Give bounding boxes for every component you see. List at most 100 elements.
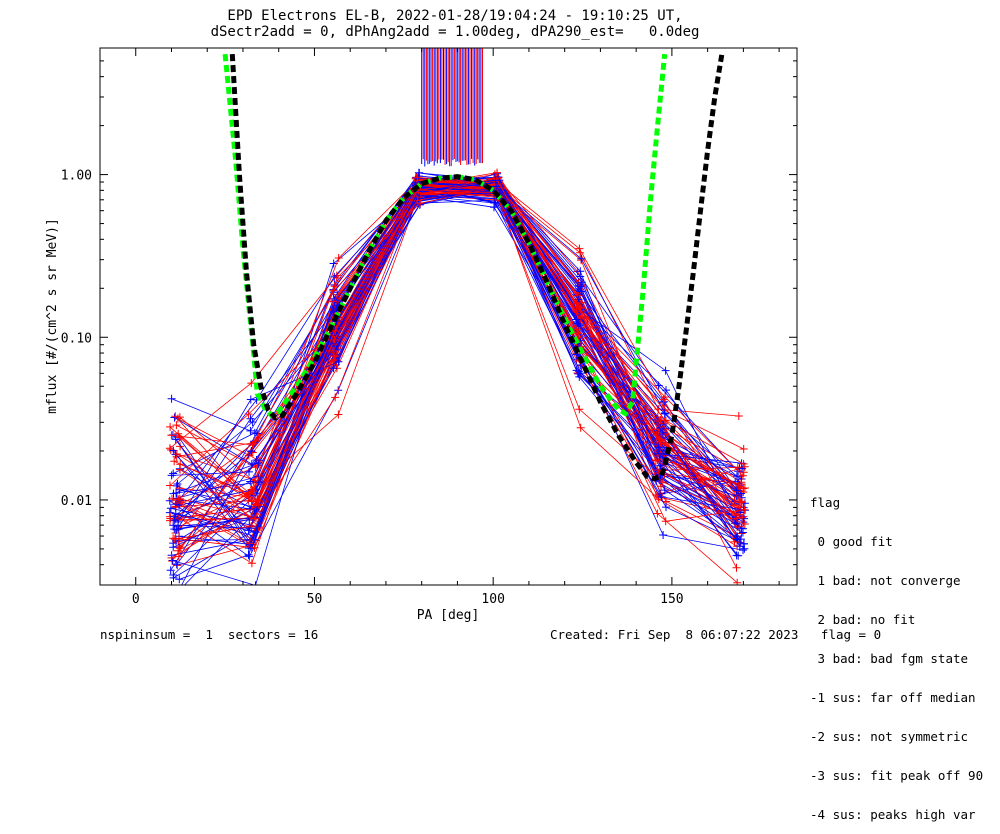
data-point-marker: [572, 315, 581, 324]
data-point-marker: [738, 498, 746, 507]
y-tick-label: 1.00: [61, 169, 92, 184]
data-point-marker: [572, 325, 581, 334]
data-point-marker: [246, 477, 255, 486]
data-point-marker: [740, 520, 749, 528]
data-point-marker: [167, 471, 176, 480]
data-point-marker: [416, 199, 425, 208]
legend-title: flag: [810, 495, 841, 510]
data-point-marker: [660, 486, 669, 495]
data-point-marker: [248, 487, 257, 496]
data-point-marker: [169, 446, 178, 455]
pa-trace: [173, 188, 742, 494]
data-point-marker: [167, 394, 176, 403]
data-point-marker: [330, 282, 339, 291]
data-point-marker: [662, 503, 670, 512]
data-point-marker: [733, 463, 742, 472]
data-point-marker: [247, 522, 256, 530]
y-tick-label: 0.10: [61, 331, 92, 346]
data-point-marker: [577, 369, 586, 378]
data-point-marker: [659, 453, 667, 462]
chart-title-line1: EPD Electrons EL-B, 2022-01-28/19:04:24 …: [227, 8, 683, 24]
data-point-marker: [733, 514, 741, 523]
data-point-marker: [574, 295, 583, 304]
data-point-marker: [576, 304, 585, 312]
data-point-marker: [169, 543, 178, 552]
data-point-marker: [732, 472, 741, 481]
legend-item-peaks-high-var: -4 sus: peaks high var: [810, 807, 976, 822]
legend-item-far-off-median: -1 sus: far off median: [810, 690, 976, 705]
data-point-marker: [329, 297, 338, 306]
flag-legend: flag 0 good fit 1 bad: not converge 2 ba…: [810, 470, 983, 834]
data-point-marker: [739, 484, 748, 493]
data-point-marker: [175, 484, 184, 493]
data-point-marker: [739, 445, 748, 453]
data-point-marker: [493, 168, 501, 177]
data-point-marker: [248, 418, 257, 426]
y-tick-label: 0.01: [61, 494, 92, 509]
data-point-marker: [576, 272, 585, 281]
data-point-marker: [659, 531, 668, 539]
data-point-marker: [244, 410, 253, 419]
data-point-marker: [735, 510, 743, 519]
pa-trace: [171, 189, 740, 559]
data-point-marker: [329, 286, 338, 295]
data-point-marker: [656, 416, 665, 425]
pa-trace: [172, 195, 744, 585]
data-point-marker: [333, 274, 342, 282]
data-point-marker: [733, 578, 742, 585]
data-point-marker: [739, 459, 748, 468]
data-point-marker: [174, 552, 183, 561]
data-point-marker: [653, 509, 662, 518]
y-axis-label: mflux [#/(cm^2 s sr MeV)]: [45, 218, 60, 414]
data-point-marker: [175, 586, 183, 594]
legend-item-peak-off-90: -3 sus: fit peak off 90: [810, 768, 984, 783]
data-point-marker: [166, 566, 175, 575]
data-point-marker: [661, 393, 670, 401]
data-point-marker: [166, 481, 174, 490]
data-point-marker: [246, 395, 255, 404]
data-point-marker: [658, 478, 667, 486]
data-point-marker: [654, 443, 663, 452]
data-point-marker: [576, 423, 585, 432]
x-tick-label: 100: [481, 592, 504, 607]
data-point-marker: [661, 416, 670, 425]
x-tick-label: 50: [307, 592, 323, 607]
data-point-marker: [172, 421, 181, 430]
data-point-marker: [660, 409, 669, 417]
footer-spin-info: nspininsum = 1 sectors = 16: [100, 627, 319, 642]
data-point-marker: [330, 351, 339, 360]
data-point-marker: [655, 449, 664, 458]
data-point-marker: [170, 413, 179, 422]
data-point-marker: [175, 544, 184, 553]
green-fit-curve: [222, 53, 668, 419]
pa-trace: [171, 191, 742, 544]
data-point-marker: [247, 559, 256, 568]
data-point-marker: [662, 386, 670, 395]
chart-canvas: 0 50 100 150 0.01 0.10 1.00 PA [deg] mflux [#/…: [45, 47, 798, 623]
data-point-marker: [245, 467, 253, 476]
data-point-marker: [330, 335, 339, 344]
data-point-marker: [175, 433, 184, 442]
data-point-marker: [657, 492, 666, 501]
data-point-marker: [732, 563, 741, 572]
data-point-marker: [166, 422, 175, 431]
data-point-marker: [331, 327, 340, 335]
data-point-marker: [658, 428, 667, 437]
data-point-marker: [732, 551, 741, 560]
data-point-marker: [329, 346, 338, 355]
data-point-marker: [250, 543, 259, 552]
data-point-marker: [575, 244, 584, 253]
legend-item-not-symmetric: -2 sus: not symmetric: [810, 729, 969, 744]
data-point-marker: [577, 287, 586, 296]
data-point-marker: [246, 426, 255, 435]
pa-trace: [179, 179, 735, 543]
data-point-marker: [739, 468, 748, 477]
data-point-marker: [176, 442, 185, 451]
data-point-marker: [731, 501, 739, 510]
data-point-marker: [651, 456, 660, 465]
data-point-marker: [656, 424, 665, 432]
data-point-marker: [175, 501, 183, 510]
data-point-marker: [575, 405, 584, 414]
data-point-marker: [334, 410, 343, 419]
legend-item-good-fit: 0 good fit: [810, 534, 893, 549]
